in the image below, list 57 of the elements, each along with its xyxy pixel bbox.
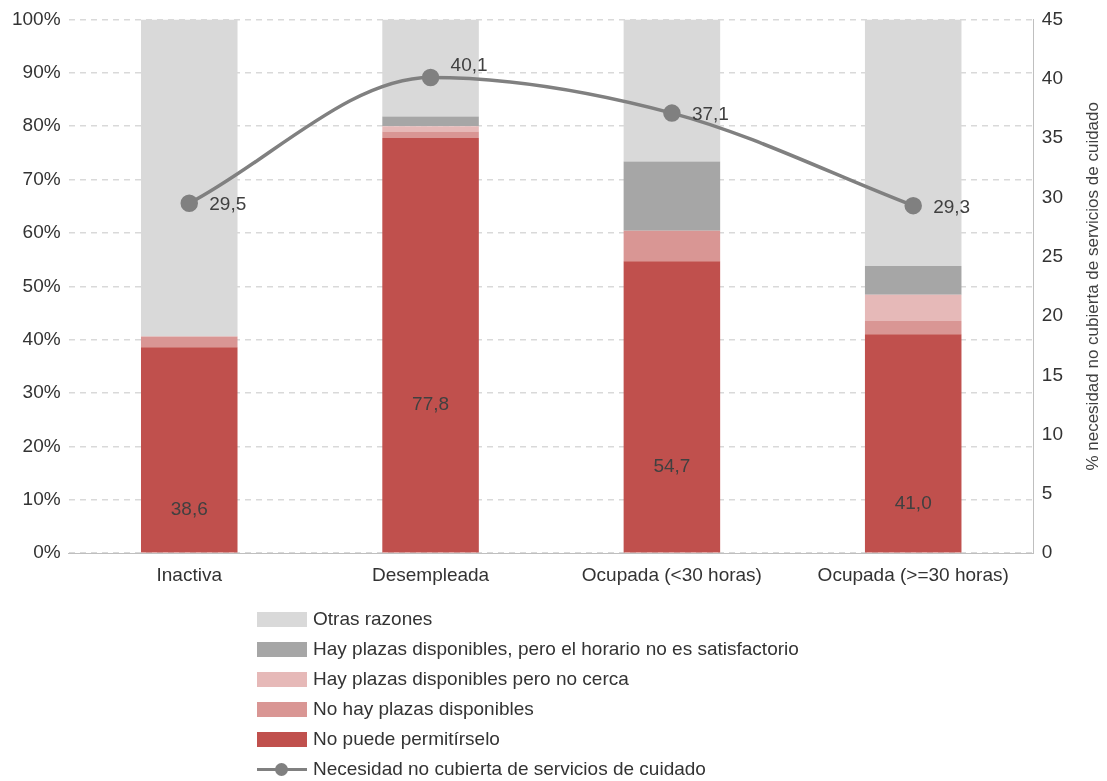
x-tick-label: Ocupada (>=30 horas)	[817, 563, 1009, 585]
y2-tick-label: 15	[1041, 363, 1064, 385]
legend-label: Otras razones	[313, 608, 433, 630]
bar	[864, 321, 962, 335]
y2-tick-label: 10	[1041, 422, 1064, 444]
point	[663, 104, 681, 122]
data-label: 37,1	[691, 103, 729, 125]
y-tick-label: 60%	[22, 221, 61, 243]
y-tick-label: 80%	[22, 114, 61, 136]
point	[904, 196, 922, 215]
y2-tick-label: 5	[1041, 482, 1053, 504]
bar	[864, 294, 962, 321]
data-label: 77,8	[412, 393, 450, 415]
bar	[382, 137, 479, 553]
data-label: 54,7	[653, 455, 691, 477]
point	[180, 194, 198, 213]
legend-label: Hay plazas disponibles, pero el horario no es satisfactorio	[313, 638, 799, 660]
x-tick-label: Inactiva	[156, 563, 223, 585]
legend-label: No hay plazas disponibles	[313, 698, 534, 720]
y2-tick-label: 25	[1041, 244, 1064, 266]
bar	[140, 347, 238, 553]
legend-label: Hay plazas disponibles pero no cerca	[313, 668, 629, 690]
y2-tick-label: 30	[1041, 185, 1064, 207]
bar	[864, 266, 962, 295]
y-tick-label: 0%	[33, 541, 61, 563]
data-label: 41,0	[894, 491, 932, 513]
legend-label: No puede permitírselo	[313, 728, 500, 750]
data-label: 29,5	[209, 193, 247, 215]
data-label: 40,1	[450, 53, 488, 75]
y-tick-label: 30%	[22, 381, 61, 403]
y2-tick-label: 45	[1041, 7, 1064, 29]
bar	[140, 336, 238, 348]
y-tick-label: 70%	[22, 167, 61, 189]
y-tick-label: 20%	[22, 434, 61, 456]
y2-tick-label: 20	[1041, 304, 1064, 326]
y2-tick-label: 40	[1041, 66, 1064, 88]
bar	[623, 161, 721, 231]
x-tick-label: Desempleada	[371, 563, 490, 585]
bar	[623, 230, 721, 262]
legend-label: Necesidad no cubierta de servicios de cuidado	[313, 758, 706, 780]
x-tick-label: Ocupada (<30 horas)	[581, 563, 762, 585]
data-label: 29,3	[933, 195, 971, 217]
y-tick-label: 40%	[22, 327, 61, 349]
y-tick-label: 10%	[22, 488, 61, 510]
data-label: 38,6	[170, 498, 208, 520]
y-tick-label: 90%	[22, 61, 61, 83]
y2-axis-title: % necesidad no cubierta de servicios de cuidado	[1082, 102, 1102, 471]
y-tick-label: 50%	[22, 274, 61, 296]
y-tick-label: 100%	[11, 7, 61, 29]
bar	[623, 261, 721, 553]
bar	[382, 126, 479, 132]
bar	[382, 116, 479, 127]
point	[421, 68, 440, 87]
bar	[864, 334, 962, 553]
y2-tick-label: 0	[1041, 541, 1053, 563]
y2-tick-label: 35	[1041, 126, 1064, 148]
bar	[382, 131, 479, 138]
